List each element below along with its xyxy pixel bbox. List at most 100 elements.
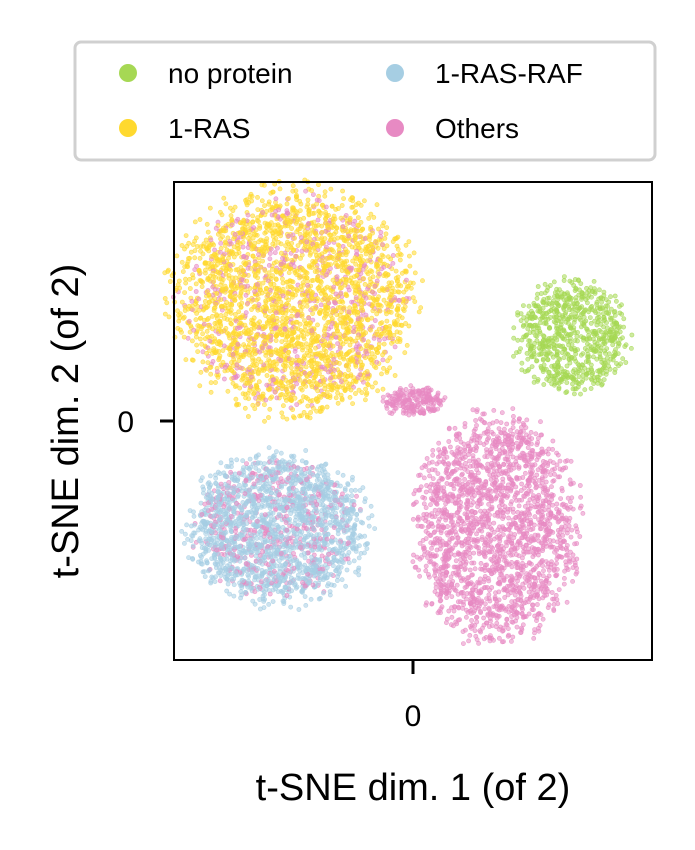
point-others: [424, 483, 429, 488]
point-no-protein: [629, 332, 635, 338]
point-1-ras: [233, 396, 239, 402]
point-1-ras-raf: [309, 548, 315, 553]
point-others: [510, 454, 516, 460]
point-others: [228, 469, 233, 475]
point-others: [537, 572, 542, 577]
point-1-ras: [208, 380, 214, 386]
point-1-ras-raf: [239, 532, 245, 538]
point-1-ras: [376, 345, 382, 351]
point-1-ras-raf: [366, 515, 371, 521]
point-others: [510, 634, 516, 640]
point-no-protein: [616, 341, 622, 347]
point-others: [469, 495, 475, 501]
point-1-ras-raf: [242, 590, 248, 595]
point-1-ras: [213, 274, 218, 280]
point-no-protein: [591, 336, 596, 342]
point-1-ras: [231, 356, 237, 362]
point-1-ras: [179, 259, 185, 265]
point-others: [488, 556, 494, 562]
point-1-ras: [324, 311, 330, 317]
point-others: [392, 344, 398, 350]
point-1-ras: [314, 201, 319, 207]
point-1-ras: [195, 349, 201, 354]
point-1-ras: [200, 251, 206, 257]
point-1-ras: [380, 352, 385, 358]
point-1-ras: [224, 300, 229, 305]
point-others: [428, 540, 434, 546]
point-1-ras: [256, 379, 262, 385]
point-1-ras: [228, 310, 234, 316]
point-1-ras: [358, 202, 364, 208]
point-others: [522, 503, 528, 509]
point-others: [427, 533, 433, 538]
point-1-ras: [376, 341, 382, 347]
point-others: [456, 605, 462, 611]
point-others: [410, 516, 416, 522]
point-1-ras: [289, 313, 295, 319]
point-others: [486, 435, 492, 441]
scatter-points: [162, 177, 635, 646]
point-1-ras: [290, 305, 296, 311]
point-others: [552, 549, 557, 555]
point-1-ras: [232, 312, 238, 317]
point-others: [236, 470, 242, 476]
point-1-ras: [386, 280, 392, 286]
point-1-ras: [197, 217, 203, 222]
point-1-ras-raf: [354, 517, 360, 522]
point-1-ras-raf: [241, 472, 247, 478]
point-1-ras: [339, 203, 345, 208]
point-others: [563, 553, 569, 558]
point-others: [474, 531, 479, 537]
point-1-ras-raf: [369, 513, 375, 519]
point-1-ras: [377, 288, 382, 293]
point-1-ras-raf: [218, 460, 224, 466]
point-others: [540, 595, 546, 601]
point-1-ras-raf: [343, 583, 348, 589]
point-1-ras-raf: [364, 546, 370, 551]
point-no-protein: [588, 362, 594, 368]
point-1-ras: [213, 380, 218, 385]
point-1-ras: [301, 394, 306, 400]
point-others: [472, 628, 478, 634]
point-1-ras: [280, 403, 286, 409]
point-1-ras-raf: [217, 555, 223, 561]
point-1-ras-raf: [345, 482, 351, 488]
point-no-protein: [519, 360, 525, 366]
point-1-ras: [368, 254, 374, 259]
point-others: [241, 253, 247, 259]
point-1-ras: [266, 415, 271, 420]
point-others: [218, 240, 224, 246]
point-others: [535, 440, 540, 445]
point-no-protein: [622, 344, 628, 349]
point-1-ras: [200, 331, 205, 337]
point-1-ras: [369, 384, 375, 390]
point-1-ras: [264, 373, 270, 378]
point-others: [459, 471, 465, 477]
point-no-protein: [519, 367, 525, 373]
point-others: [569, 527, 575, 533]
point-1-ras: [341, 196, 346, 201]
point-1-ras-raf: [346, 560, 352, 566]
point-1-ras: [211, 242, 216, 248]
point-1-ras-raf: [308, 596, 314, 602]
point-others: [430, 447, 436, 453]
point-1-ras: [208, 371, 214, 377]
point-others: [551, 602, 557, 607]
point-others: [432, 567, 438, 572]
point-1-ras: [322, 193, 328, 199]
point-1-ras-raf: [296, 607, 302, 612]
point-1-ras-raf: [266, 445, 272, 451]
point-others: [465, 575, 471, 581]
point-others: [273, 196, 279, 202]
point-1-ras: [303, 364, 309, 370]
point-1-ras: [218, 313, 224, 318]
point-1-ras-raf: [261, 605, 267, 610]
point-others: [315, 217, 321, 223]
point-1-ras: [368, 211, 374, 217]
point-1-ras: [323, 216, 328, 222]
point-others: [306, 315, 312, 321]
point-others: [274, 395, 280, 401]
point-1-ras-raf: [190, 543, 196, 549]
point-others: [474, 407, 480, 412]
point-1-ras: [361, 198, 367, 204]
